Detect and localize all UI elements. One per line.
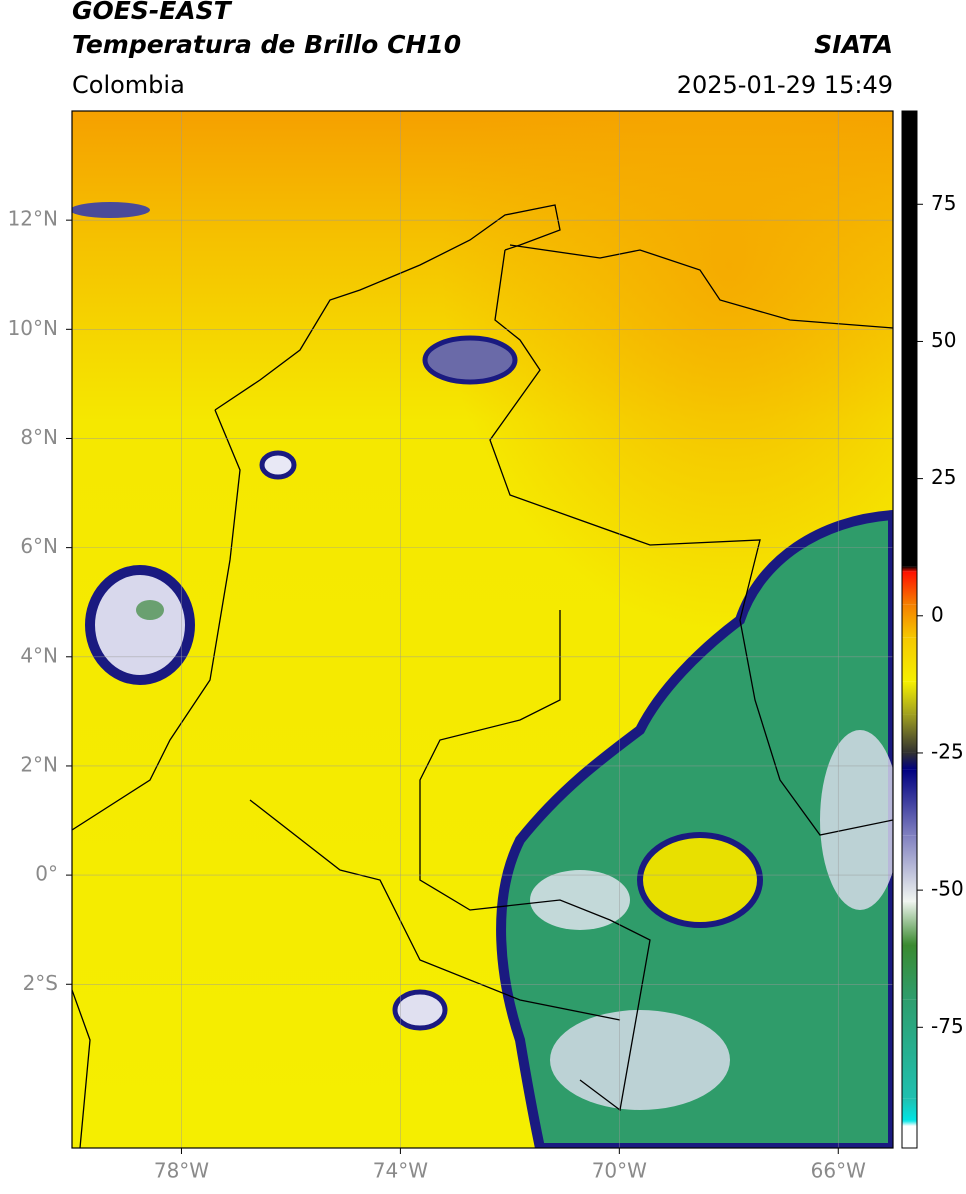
colorbar-segment [902,637,917,682]
cloud-cell [72,202,150,218]
y-tick-label: 12°N [8,207,58,231]
cloud-top [550,1010,730,1110]
x-tick-label: 74°W [373,1159,428,1183]
colorbar-segment [902,714,917,753]
y-tick-label: 6°N [20,534,58,558]
colorbar-segment [902,752,917,770]
border [489,249,893,836]
colorbar-segment [902,1120,917,1127]
x-tick-label: 66°W [811,1159,866,1183]
colorbar-segment [902,1098,917,1121]
colorbar-segment [902,944,917,1000]
cloud-warm [637,832,763,928]
border [419,610,651,1112]
cloud-cold [496,509,893,1148]
colorbar-tick-label: 50 [931,328,956,352]
map-frame [71,110,894,1149]
colorbar-tick-label: 75 [931,191,956,215]
colorbar-tick-label: -25 [931,739,964,763]
x-tick-label: 70°W [592,1159,647,1183]
satellite: GOES-EAST [72,0,233,25]
y-tick-label: 8°N [20,425,58,449]
colorbar-tick-label: -75 [931,1014,964,1038]
colorbar-segment [902,681,917,715]
y-tick-label: 0° [35,862,58,886]
y-tick-label: 2°S [23,971,58,995]
source: SIATA [814,30,893,59]
colorbar-tick-label: 0 [931,602,944,626]
cloud-cell [136,600,164,620]
colorbar-segment [902,999,917,1099]
y-tick-label: 4°N [20,643,58,667]
y-tick-label: 10°N [8,316,58,340]
colorbar-segment [902,1126,917,1148]
border [249,799,621,1021]
coastline [72,989,91,1148]
colorbar-segment [902,769,917,836]
cloud-cell [422,335,518,385]
coastline [72,409,241,831]
region: Colombia [72,71,185,99]
map-image [72,111,893,1148]
grid [72,111,893,1148]
cloud-cell [259,450,297,480]
colorbar-segment [902,111,917,567]
y-tick-label: 2°N [20,752,58,776]
timestamp: 2025-01-29 15:49 [677,71,893,99]
colorbar-frame [901,110,918,1149]
colorbar-segment [902,566,917,572]
cloud-top [530,870,630,930]
cloud-cell [392,989,448,1031]
colorbar-tick-label: 25 [931,465,956,489]
colorbar-tick-label: -50 [931,877,964,901]
cloud-top [820,730,893,910]
colorbar-segment [902,901,917,945]
coastline [214,204,561,411]
colorbar [902,111,917,1148]
x-tick-label: 78°W [154,1159,209,1183]
coastline [509,244,893,329]
product: Temperatura de Brillo CH10 [72,30,461,59]
colorbar-segment [902,835,917,902]
cloud-cell [85,565,195,685]
borders [72,204,893,1148]
colorbar-segment [902,571,917,605]
colorbar-segment [902,604,917,638]
